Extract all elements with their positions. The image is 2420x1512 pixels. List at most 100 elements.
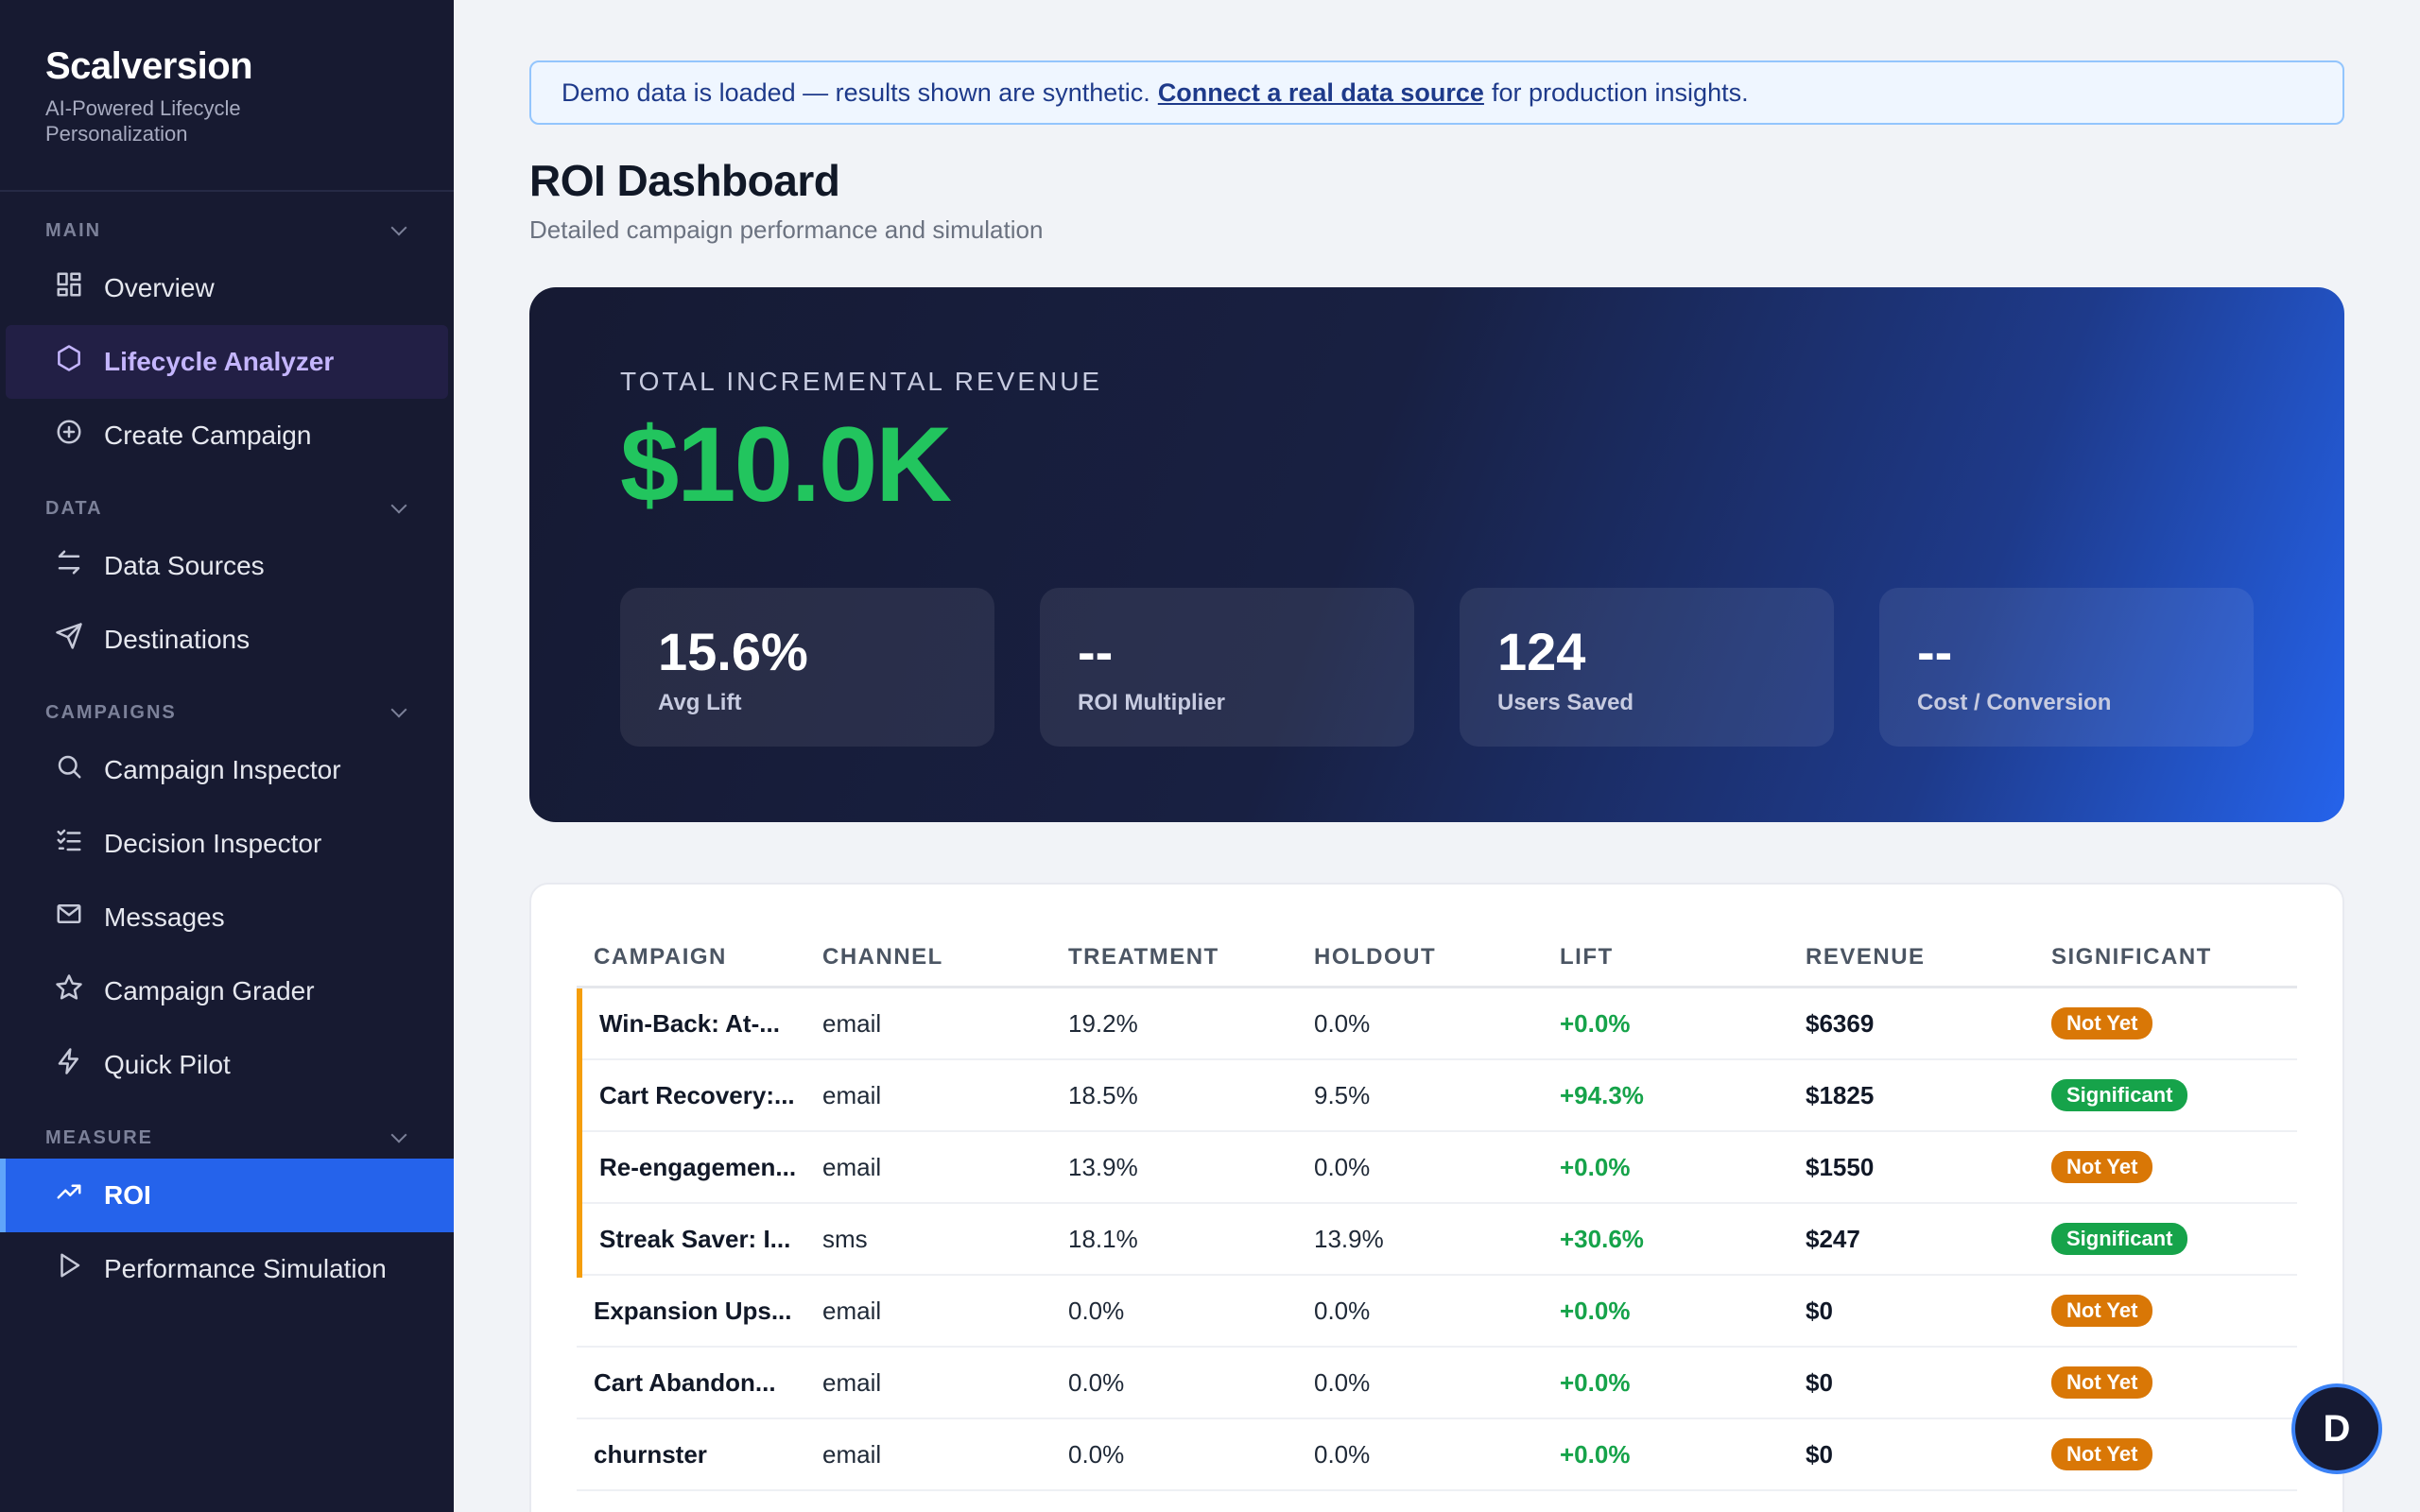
cell-channel: email — [822, 1296, 882, 1325]
cell-lift: +0.0% — [1560, 1296, 1631, 1325]
chevron-down-icon — [390, 701, 407, 718]
bolt-icon — [55, 1047, 83, 1075]
connect-data-source-link[interactable]: Connect a real data source — [1157, 77, 1484, 107]
cell-campaign: Cart Recovery:... — [599, 1080, 795, 1109]
stat-value: 124 — [1497, 622, 1586, 681]
column-header-campaign[interactable]: CAMPAIGN — [594, 944, 727, 970]
campaign-table: CAMPAIGN CHANNEL TREATMENT HOLDOUT LIFT … — [529, 883, 2344, 1512]
section-measure-header[interactable]: MEASURE — [0, 1117, 454, 1159]
chevron-down-icon — [390, 1126, 407, 1143]
cell-channel: sms — [822, 1224, 868, 1253]
column-header-channel[interactable]: CHANNEL — [822, 944, 943, 970]
sidebar-item-roi[interactable]: ROI — [0, 1159, 454, 1232]
section-main-header[interactable]: MAIN — [0, 210, 454, 251]
user-avatar-button[interactable]: D — [2291, 1383, 2382, 1474]
stat-cards: 15.6% Avg Lift -- ROI Multiplier 124 Use… — [620, 588, 2254, 747]
stat-value: 15.6% — [658, 622, 808, 681]
section-data: DATA — [0, 488, 454, 529]
sidebar-item-label: Lifecycle Analyzer — [104, 347, 335, 376]
cell-holdout: 0.0% — [1314, 1152, 1371, 1181]
cell-holdout: 9.5% — [1314, 1080, 1371, 1109]
cell-treatment: 0.0% — [1068, 1439, 1125, 1469]
sidebar-item-decision-inspector[interactable]: Decision Inspector — [6, 807, 448, 881]
section-measure-label: MEASURE — [45, 1126, 154, 1148]
arrows-swap-icon — [55, 548, 83, 576]
stat-value: -- — [1078, 622, 1114, 681]
section-data-header[interactable]: DATA — [0, 488, 454, 529]
table-row[interactable]: Cart Recovery:... email 18.5% 9.5% +94.3… — [577, 1060, 2297, 1134]
table-row[interactable]: Streak Saver: I... sms 18.1% 13.9% +30.6… — [577, 1204, 2297, 1278]
section-campaigns: CAMPAIGNS — [0, 692, 454, 733]
hexagon-icon — [55, 344, 83, 372]
cell-lift: +0.0% — [1560, 1367, 1631, 1397]
star-icon — [55, 973, 83, 1002]
sidebar-item-label: Campaign Inspector — [104, 755, 341, 784]
chevron-down-icon — [390, 497, 407, 514]
cell-lift: +94.3% — [1560, 1080, 1644, 1109]
cell-lift: +0.0% — [1560, 1008, 1631, 1038]
cell-campaign: Re-engagemen... — [599, 1152, 797, 1181]
column-header-significant[interactable]: SIGNIFICANT — [2051, 944, 2212, 970]
sidebar-item-performance-simulation[interactable]: Performance Simulation — [6, 1232, 448, 1306]
sidebar-item-overview[interactable]: Overview — [6, 251, 448, 325]
cell-treatment: 0.0% — [1068, 1367, 1125, 1397]
cell-revenue: $1825 — [1806, 1080, 1875, 1109]
cell-holdout: 0.0% — [1314, 1008, 1371, 1038]
cell-treatment: 18.5% — [1068, 1080, 1138, 1109]
cell-holdout: 13.9% — [1314, 1224, 1384, 1253]
cell-holdout: 0.0% — [1314, 1367, 1371, 1397]
section-campaigns-header[interactable]: CAMPAIGNS — [0, 692, 454, 733]
cell-treatment: 0.0% — [1068, 1296, 1125, 1325]
table-row[interactable]: Cart Abandon... email 0.0% 0.0% +0.0% $0… — [577, 1348, 2297, 1419]
play-icon — [55, 1251, 83, 1280]
sidebar-item-label: Quick Pilot — [104, 1050, 231, 1079]
sidebar-item-label: Destinations — [104, 625, 251, 654]
sidebar-item-quick-pilot[interactable]: Quick Pilot — [6, 1028, 448, 1102]
sidebar-item-label: Data Sources — [104, 551, 265, 580]
sidebar-item-campaign-grader[interactable]: Campaign Grader — [6, 954, 448, 1028]
sidebar-item-messages[interactable]: Messages — [6, 881, 448, 954]
table-row[interactable]: Re-engagemen... email 13.9% 0.0% +0.0% $… — [577, 1132, 2297, 1206]
cell-treatment: 18.1% — [1068, 1224, 1138, 1253]
column-header-treatment[interactable]: TREATMENT — [1068, 944, 1219, 970]
sidebar-item-label: ROI — [104, 1180, 151, 1210]
column-header-lift[interactable]: LIFT — [1560, 944, 1614, 970]
sidebar-item-label: Performance Simulation — [104, 1254, 387, 1283]
stat-card-users-saved: 124 Users Saved — [1460, 588, 1834, 747]
section-main-label: MAIN — [45, 219, 102, 241]
sidebar-item-destinations[interactable]: Destinations — [6, 603, 448, 677]
sidebar-item-lifecycle-analyzer[interactable]: Lifecycle Analyzer — [6, 325, 448, 399]
brand-tagline: AI-Powered Lifecycle Personalization — [45, 96, 241, 146]
stat-card-roi-multiplier: -- ROI Multiplier — [1040, 588, 1414, 747]
cell-campaign: churnster — [594, 1439, 707, 1469]
revenue-hero-card: TOTAL INCREMENTAL REVENUE $10.0K 15.6% A… — [529, 287, 2344, 822]
cell-revenue: $0 — [1806, 1296, 1833, 1325]
hero-label: TOTAL INCREMENTAL REVENUE — [620, 367, 1103, 396]
sidebar-item-data-sources[interactable]: Data Sources — [6, 529, 448, 603]
stat-label: ROI Multiplier — [1078, 690, 1225, 715]
sidebar-item-label: Messages — [104, 902, 225, 932]
cell-campaign: Streak Saver: I... — [599, 1224, 791, 1253]
brand: Scalversion AI-Powered Lifecycle Persona… — [0, 0, 454, 192]
column-header-holdout[interactable]: HOLDOUT — [1314, 944, 1437, 970]
status-badge: Not Yet — [2051, 1151, 2153, 1183]
banner-suffix: for production insights. — [1491, 77, 1749, 107]
brand-name: Scalversion — [45, 45, 253, 87]
status-badge: Significant — [2051, 1223, 2188, 1255]
sidebar-item-campaign-inspector[interactable]: Campaign Inspector — [6, 733, 448, 807]
mail-icon — [55, 900, 83, 928]
sidebar-item-create-campaign[interactable]: Create Campaign — [6, 399, 448, 472]
cell-holdout: 0.0% — [1314, 1439, 1371, 1469]
send-icon — [55, 622, 83, 650]
cell-lift: +0.0% — [1560, 1152, 1631, 1181]
table-row[interactable]: Win-Back: At-... email 19.2% 0.0% +0.0% … — [577, 988, 2297, 1062]
cell-revenue: $6369 — [1806, 1008, 1875, 1038]
table-row[interactable]: Expansion Ups... email 0.0% 0.0% +0.0% $… — [577, 1276, 2297, 1348]
cell-channel: email — [822, 1008, 882, 1038]
column-header-revenue[interactable]: REVENUE — [1806, 944, 1926, 970]
cell-revenue: $247 — [1806, 1224, 1860, 1253]
grid-icon — [55, 270, 83, 299]
stat-label: Users Saved — [1497, 690, 1634, 715]
table-row[interactable]: churnster email 0.0% 0.0% +0.0% $0 Not Y… — [577, 1419, 2297, 1491]
sidebar-item-label: Decision Inspector — [104, 829, 322, 858]
